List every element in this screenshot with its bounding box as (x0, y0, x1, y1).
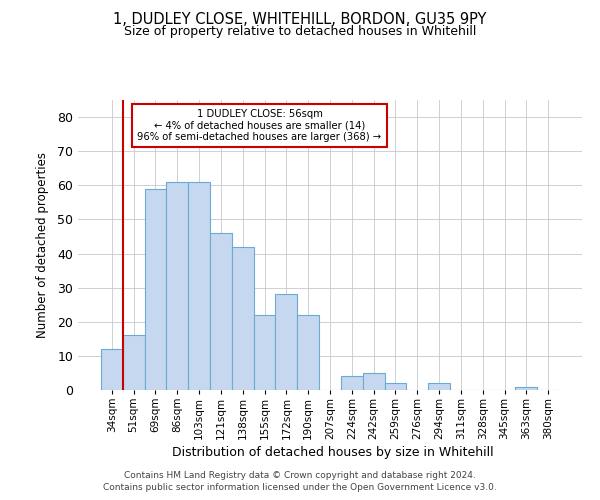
Bar (232, 246, 254, 390)
Bar (123, 336, 145, 390)
Text: 1 DUDLEY CLOSE: 56sqm
← 4% of detached houses are smaller (14)
96% of semi-detac: 1 DUDLEY CLOSE: 56sqm ← 4% of detached h… (137, 108, 382, 142)
Bar (363, 373, 385, 390)
Bar (166, 182, 188, 390)
Bar (101, 349, 123, 390)
Bar (385, 383, 406, 390)
Bar (341, 376, 363, 390)
Text: Contains HM Land Registry data © Crown copyright and database right 2024.: Contains HM Land Registry data © Crown c… (124, 472, 476, 480)
Text: Distribution of detached houses by size in Whitehill: Distribution of detached houses by size … (172, 446, 494, 459)
Bar (254, 315, 275, 390)
Text: Contains public sector information licensed under the Open Government Licence v3: Contains public sector information licen… (103, 483, 497, 492)
Bar (275, 294, 297, 390)
Bar (145, 188, 166, 390)
Y-axis label: Number of detached properties: Number of detached properties (36, 152, 49, 338)
Bar (428, 383, 450, 390)
Bar (210, 233, 232, 390)
Text: 1, DUDLEY CLOSE, WHITEHILL, BORDON, GU35 9PY: 1, DUDLEY CLOSE, WHITEHILL, BORDON, GU35… (113, 12, 487, 28)
Bar (515, 386, 537, 390)
Bar (188, 182, 210, 390)
Text: Size of property relative to detached houses in Whitehill: Size of property relative to detached ho… (124, 25, 476, 38)
Bar (297, 315, 319, 390)
